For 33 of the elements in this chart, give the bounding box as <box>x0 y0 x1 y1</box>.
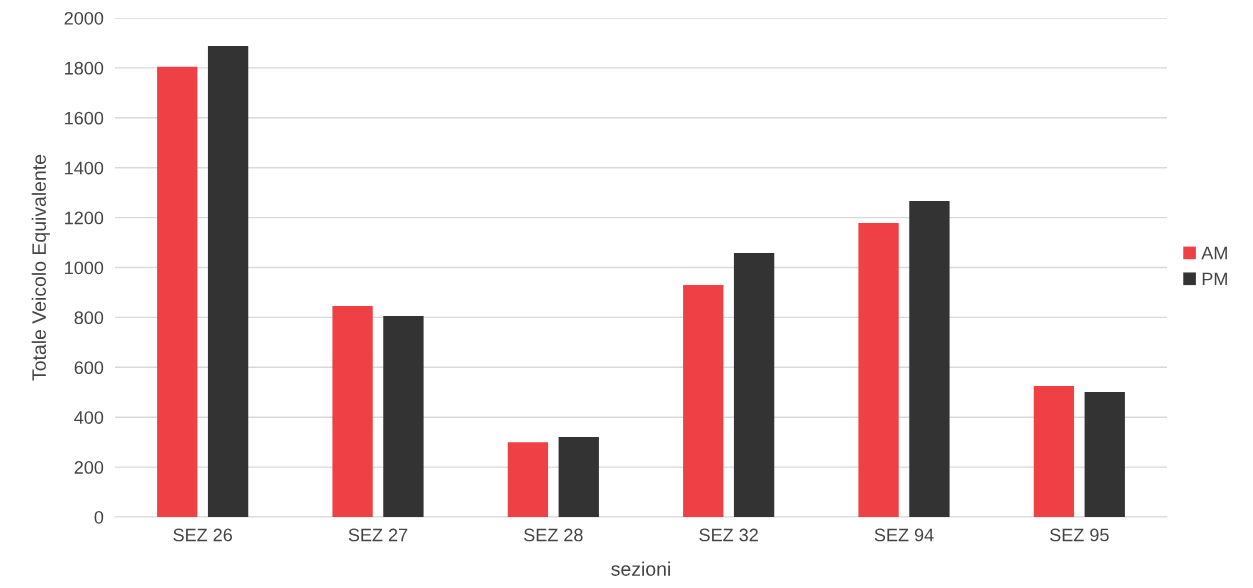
x-tick-label: SEZ 32 <box>699 528 758 542</box>
bar <box>507 442 549 517</box>
bar <box>157 66 198 517</box>
y-tick-label: 800 <box>74 311 104 325</box>
y-tick-label: 400 <box>74 411 104 424</box>
legend-label: AM <box>1201 246 1227 260</box>
y-tick-label: 600 <box>74 361 104 375</box>
bar <box>683 284 724 517</box>
bar <box>1084 392 1125 517</box>
x-tick-label: SEZ 26 <box>173 528 232 542</box>
y-tick-label: 1800 <box>65 61 104 75</box>
y-tick-label: 1400 <box>65 161 104 175</box>
y-axis-title: Totale Veicolo Equivalente <box>31 154 50 381</box>
legend-label: PM <box>1202 272 1227 286</box>
bar <box>207 45 249 517</box>
x-tick-label: SEZ 94 <box>874 528 934 542</box>
bar <box>383 315 424 517</box>
bar <box>858 223 899 517</box>
bar <box>733 253 775 517</box>
bar <box>558 436 599 517</box>
bar <box>909 200 950 517</box>
bar <box>1033 386 1075 517</box>
x-tick-label: SEZ 95 <box>1050 528 1109 542</box>
x-tick-label: SEZ 28 <box>524 528 583 542</box>
x-axis-title: sezioni <box>611 561 670 576</box>
y-tick-label: 1200 <box>65 211 104 225</box>
y-tick-label: 0 <box>94 510 104 524</box>
x-tick-label: SEZ 27 <box>348 528 408 542</box>
y-tick-label: 1600 <box>65 111 104 125</box>
bar <box>332 305 373 517</box>
y-tick-label: 200 <box>74 461 104 474</box>
y-tick-label: 1000 <box>65 261 104 275</box>
y-tick-label: 2000 <box>64 11 104 25</box>
